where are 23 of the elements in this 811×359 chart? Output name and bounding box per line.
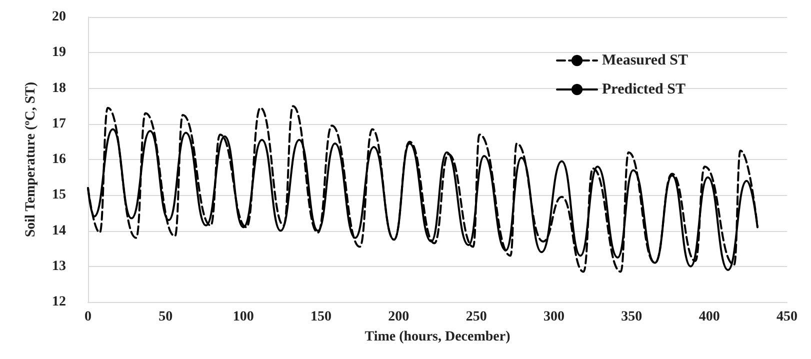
x-tick-label: 250 <box>466 310 487 324</box>
y-tick-label: 14 <box>52 223 66 238</box>
x-tick-label: 150 <box>310 310 332 324</box>
y-tick-label: 18 <box>52 80 66 96</box>
y-tick-label: 19 <box>52 45 66 60</box>
x-tick-label: 350 <box>621 310 642 324</box>
y-tick-label: 17 <box>52 116 66 132</box>
x-tick-label: 200 <box>388 310 410 324</box>
y-tick-label: 20 <box>52 10 66 24</box>
x-tick-label: 300 <box>544 310 564 324</box>
x-tick-label: 400 <box>698 310 720 324</box>
x-tick-label: 50 <box>158 310 173 324</box>
y-axis-title: Soil Temperature (ºC, ST) <box>24 82 38 238</box>
x-tick-label: 0 <box>84 310 92 324</box>
x-tick-label: 100 <box>232 310 254 324</box>
y-tick-label: 15 <box>52 188 66 203</box>
legend-label: Predicted ST <box>602 82 686 98</box>
y-tick-label: 13 <box>52 258 66 274</box>
x-tick-label: 450 <box>776 310 798 324</box>
y-tick-label: 12 <box>52 294 66 310</box>
y-tick-label: 16 <box>52 152 66 167</box>
x-axis-title: Time (hours, December) <box>364 330 511 344</box>
legend-label: Measured ST <box>602 52 688 68</box>
